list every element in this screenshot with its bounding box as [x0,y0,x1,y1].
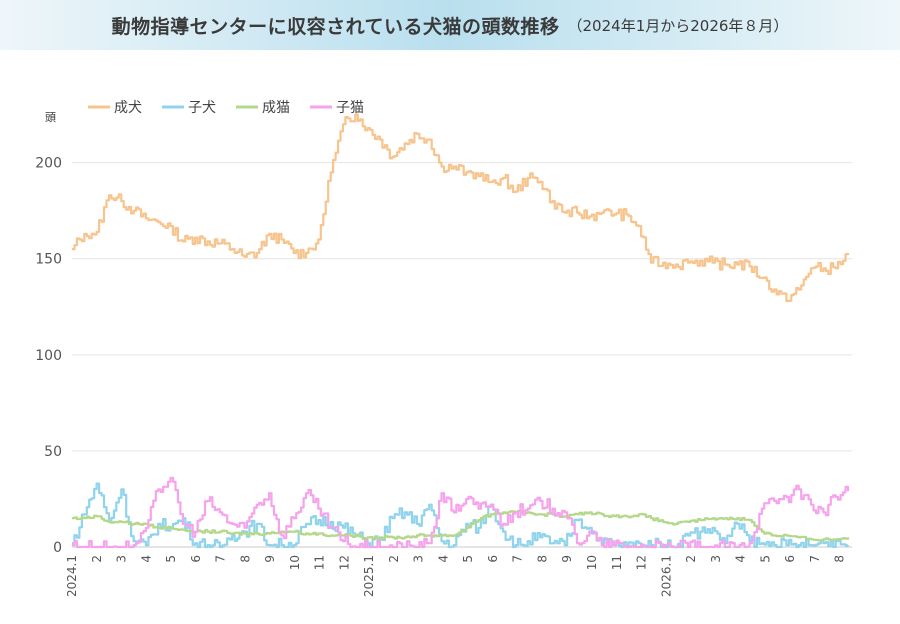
series-line-1 [72,482,850,549]
x-tick-label-23: 12 [635,555,649,570]
x-tick-label-18: 7 [511,555,525,563]
x-tick-label-29: 6 [783,555,797,563]
x-tick-label-9: 10 [288,555,302,570]
title-banner: 動物指導センターに収容されている犬猫の頭数推移 （2024年1月から2026年８… [0,0,900,50]
series-line-2 [72,509,850,542]
chart-subtitle: （2024年1月から2026年８月） [567,16,789,35]
chart-title: 動物指導センターに収容されている犬猫の頭数推移 [111,15,560,38]
x-tick-label-12: 2025.1 [362,555,376,597]
series-line-3 [72,476,850,549]
x-tick-label-31: 8 [833,555,847,563]
x-tick-label-26: 3 [709,555,723,563]
x-tick-label-15: 4 [436,555,450,563]
x-tick-label-3: 4 [139,555,153,563]
y-tick-label-50: 50 [44,444,62,460]
x-tick-label-8: 9 [263,555,277,563]
x-tick-label-2: 3 [115,555,129,563]
y-tick-label-0: 0 [53,540,62,556]
y-tick-label-150: 150 [35,252,62,268]
x-tick-label-16: 5 [461,555,475,563]
x-tick-label-25: 2 [684,555,698,563]
legend: 成犬 子犬 成猫 子猫 [88,100,364,116]
y-tick-label-100: 100 [35,348,62,364]
x-tick-label-19: 8 [535,555,549,563]
x-tick-label-21: 10 [585,555,599,570]
y-axis: 0 50 100 150 200 [35,156,62,556]
x-tick-label-4: 5 [164,555,178,563]
x-tick-label-22: 11 [610,555,624,570]
x-tick-label-5: 6 [189,555,203,563]
x-tick-label-20: 9 [560,555,574,563]
grid-lines [72,162,852,548]
x-tick-label-27: 4 [734,555,748,563]
y-tick-label-200: 200 [35,156,62,172]
x-tick-label-28: 5 [758,555,772,563]
x-tick-label-6: 7 [214,555,228,563]
x-tick-label-24: 2026.1 [659,555,673,597]
y-axis-unit-label: 頭 [45,111,56,124]
legend-label-1: 子犬 [188,100,216,116]
x-tick-label-14: 3 [412,555,426,563]
legend-label-3: 子猫 [336,100,364,116]
x-tick-label-0: 2024.1 [65,555,79,597]
legend-label-2: 成猫 [262,100,290,116]
plot-area [72,113,850,549]
legend-label-0: 成犬 [114,100,142,116]
x-tick-label-7: 8 [238,555,252,563]
x-tick-label-13: 2 [387,555,401,563]
x-tick-label-1: 2 [90,555,104,563]
x-tick-label-11: 12 [337,555,351,570]
x-tick-label-30: 7 [808,555,822,563]
x-axis: 2024.1 2 3 4 5 6 7 8 9 10 11 12 2025.1 2 3 4 5 6 7 8 9 10 11 12… [65,555,847,597]
x-tick-label-10: 11 [313,555,327,570]
series-line-0 [72,113,850,303]
x-tick-label-17: 6 [486,555,500,563]
